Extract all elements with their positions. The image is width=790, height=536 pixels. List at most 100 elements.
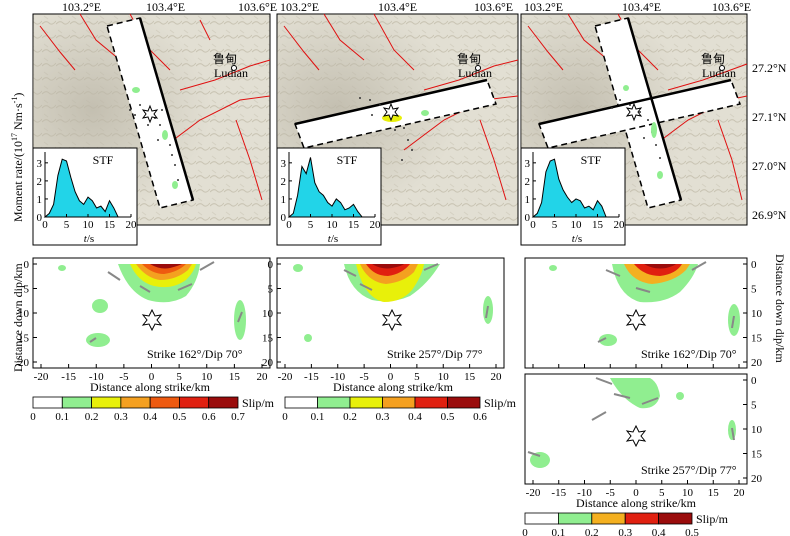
ludian-marker-icon [231, 65, 237, 71]
stf-y-tick-label: 0 [37, 212, 43, 224]
colorbar-label: Slip/m [484, 396, 517, 410]
slip-y-tick-label: 20 [751, 357, 763, 369]
slip-x-tick-label: -20 [278, 371, 293, 383]
lon-tick: 103.6°E [474, 0, 513, 14]
city-label-en: Ludian [702, 66, 736, 80]
colorbar-swatch [91, 396, 122, 409]
slip-contours [549, 264, 740, 346]
slip-y-tick-label: 5 [268, 284, 274, 296]
colorbar-swatch [524, 512, 559, 525]
colorbar-tick-label: 0.1 [311, 411, 325, 423]
slip-panel-a: Strike 162°/Dip 70° [32, 257, 271, 369]
colorbar-tick-label: 0.4 [143, 411, 157, 423]
slip-xlabel-b: Distance along strike/km [333, 380, 454, 394]
colorbar-swatch [658, 512, 693, 525]
stf-xlabel: t/s [572, 233, 582, 245]
colorbar-tick-label: 0.6 [473, 411, 487, 423]
stf-inset-frame [520, 147, 626, 246]
lat-tick: 27.0°N [752, 159, 787, 173]
lat-tick: 27.1°N [752, 110, 787, 124]
slip-x-tick-label: 10 [682, 487, 694, 499]
colorbar-swatch [349, 396, 383, 409]
stf-y-tick-label: 2 [281, 176, 287, 188]
colorbar-swatch [591, 512, 626, 525]
hypocenter-star-icon [381, 308, 403, 332]
stf-inset-frame [32, 147, 138, 246]
stf-y-tick-label: 0 [281, 212, 287, 224]
slip-x-tick-label: 0 [633, 487, 639, 499]
slip-xlabel-a: Distance along strike/km [90, 380, 211, 394]
colorbar-tick-label: 0 [522, 527, 528, 536]
colorbar-tick-label: 0.5 [173, 411, 187, 423]
slip-x-tick-label: -15 [551, 487, 566, 499]
colorbar-tick-label: 0.5 [441, 411, 455, 423]
ludian-marker-icon [475, 65, 481, 71]
slip-panel-b: Strike 257°/Dip 77° [276, 257, 505, 369]
slip-vectors [597, 261, 735, 343]
stf-x-tick-label: 10 [571, 219, 583, 231]
colorbar-swatch [120, 396, 151, 409]
stf-title: STF [337, 153, 358, 167]
stf-xlabel: t/s [84, 233, 94, 245]
slip-y-tick-label: 15 [262, 333, 274, 345]
map-slip-patches [623, 85, 663, 179]
slip-ylabel-right: Distance down dip/km [773, 254, 787, 363]
lon-tick: 103.4°E [378, 0, 417, 14]
colorbar-tick-label: 0 [30, 411, 36, 423]
colorbar-tick-label: 0.2 [85, 411, 99, 423]
slip-x-tick-label: 20 [491, 371, 503, 383]
slip-x-tick-label: -5 [119, 371, 129, 383]
colorbar-swatch [558, 512, 593, 525]
map-slip-patches [132, 87, 178, 189]
ludian-marker-icon [719, 65, 725, 71]
colorbar-swatch [208, 396, 239, 409]
colorbar-swatch [624, 512, 660, 525]
stf-y-tick-label: 1 [525, 194, 531, 206]
stf-y-tick-label: 1 [37, 194, 43, 206]
slip-xlabel-c: Distance along strike/km [576, 496, 697, 510]
slip-vectors [89, 261, 243, 343]
colorbar-tick-label: 0.1 [55, 411, 69, 423]
slip-y-tick-label: 10 [751, 424, 763, 436]
stf-x-tick-label: 20 [126, 219, 138, 231]
stf-x-tick-label: 5 [308, 219, 314, 231]
colorbar-swatch [414, 396, 448, 409]
city-label-cn: 鲁甸 [457, 52, 481, 66]
colorbar-tick-label: 0.5 [685, 527, 699, 536]
slip-y-tick-label: 5 [24, 284, 30, 296]
stf-x-tick-label: 15 [104, 219, 116, 231]
slip-x-tick-label: -20 [526, 487, 541, 499]
lon-tick: 103.6°E [712, 0, 751, 14]
strike-dip-label: Strike 257°/Dip 77° [641, 463, 737, 477]
stf-title: STF [581, 153, 602, 167]
slip-x-tick-label: -15 [61, 371, 76, 383]
stf-x-tick-label: 5 [552, 219, 558, 231]
slip-x-tick-label: -5 [606, 487, 616, 499]
slip-y-tick-label: 5 [751, 400, 757, 412]
slip-x-tick-label: -20 [34, 371, 49, 383]
slip-y-tick-label: 5 [751, 284, 757, 296]
slip-y-tick-label: 20 [751, 473, 763, 485]
stf-area [531, 158, 607, 218]
slip-x-tick-label: 10 [201, 371, 213, 383]
slip-x-tick-label: 0 [149, 371, 155, 383]
slip-x-tick-label: 15 [464, 371, 476, 383]
stf-y-tick-label: 2 [525, 176, 531, 188]
stf-x-tick-label: 0 [530, 219, 536, 231]
colorbar-swatch [382, 396, 416, 409]
slip-y-tick-label: 20 [262, 357, 274, 369]
stf-area [287, 157, 364, 218]
hypocenter-star-icon [625, 308, 647, 332]
city-label-cn: 鲁甸 [701, 52, 725, 66]
stf-inset-a: 0 5 10 15 20 0 1 2 3 STF t/s [32, 147, 138, 246]
stf-x-tick-label: 10 [327, 219, 339, 231]
stf-title: STF [93, 153, 114, 167]
lon-tick: 103.2°E [62, 0, 101, 14]
stf-area [43, 158, 119, 218]
epicenter-star-icon [382, 102, 400, 122]
slip-x-tick-label: -5 [360, 371, 370, 383]
strike-dip-label: Strike 162°/Dip 70° [147, 347, 243, 361]
slip-y-tick-label: 0 [24, 259, 30, 271]
slip-y-tick-label: 15 [751, 449, 763, 461]
